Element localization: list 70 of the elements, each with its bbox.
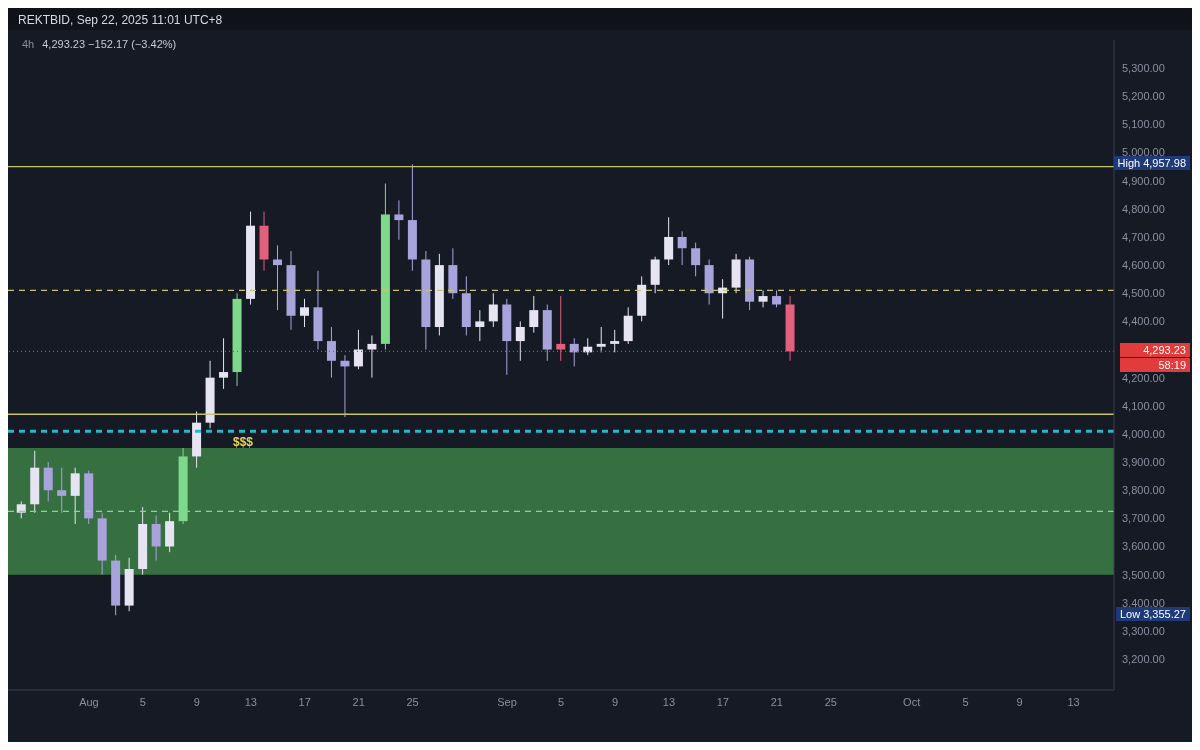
y-tick-label: 3,300.00 bbox=[1122, 624, 1165, 637]
x-tick-label: 9 bbox=[193, 695, 200, 708]
candlestick bbox=[529, 295, 539, 334]
y-tick-label: 4,000.00 bbox=[1122, 427, 1165, 440]
candlestick bbox=[664, 216, 674, 266]
candlestick bbox=[569, 337, 579, 367]
candlestick bbox=[219, 337, 229, 390]
x-tick-label: 17 bbox=[716, 695, 729, 708]
y-tick-label: 3,900.00 bbox=[1122, 455, 1165, 468]
x-tick-label: Oct bbox=[903, 695, 921, 708]
text: 4,293.23 bbox=[1120, 343, 1190, 358]
x-tick-label: 5 bbox=[139, 695, 146, 708]
chart-subtitle: 4,293.23 −152.17 (−3.42%) bbox=[42, 38, 177, 50]
y-tick-label: 4,800.00 bbox=[1122, 202, 1165, 215]
candlestick bbox=[394, 199, 404, 241]
x-tick-label: 9 bbox=[611, 695, 619, 708]
y-tick-label: 3,200.00 bbox=[1122, 652, 1165, 665]
x-tick-label: 13 bbox=[244, 695, 257, 708]
x-tick-label: 5 bbox=[557, 695, 565, 708]
y-tick-label: 5,200.00 bbox=[1122, 90, 1165, 103]
chart-title: 4h bbox=[22, 38, 35, 50]
x-tick-label: 25 bbox=[824, 695, 837, 708]
x-tick-label: Sep bbox=[497, 695, 517, 708]
x-tick-label: 25 bbox=[406, 695, 419, 708]
candlestick bbox=[758, 289, 768, 308]
candlestick bbox=[515, 320, 525, 362]
candlestick bbox=[43, 461, 53, 502]
candlestick bbox=[57, 467, 67, 514]
candlestick bbox=[353, 329, 363, 370]
candlestick bbox=[151, 515, 161, 562]
y-tick-label: 3,600.00 bbox=[1122, 540, 1165, 553]
text: High 4,957.98 bbox=[1113, 156, 1190, 171]
candlestick bbox=[299, 298, 309, 328]
candlestick bbox=[610, 329, 620, 353]
candlestick bbox=[691, 242, 701, 277]
y-tick-label: 5,100.00 bbox=[1122, 118, 1165, 131]
y-tick-label: 4,200.00 bbox=[1122, 371, 1165, 384]
text: 58:19 bbox=[1120, 358, 1190, 373]
candlestick bbox=[475, 309, 485, 342]
candlestick bbox=[596, 326, 606, 353]
text: Low 3,355.27 bbox=[1115, 607, 1190, 622]
y-tick-label: 3,800.00 bbox=[1122, 484, 1165, 497]
y-tick-label: 3,700.00 bbox=[1122, 512, 1165, 525]
x-tick-label: 9 bbox=[1016, 695, 1023, 708]
y-tick-label: 4,600.00 bbox=[1122, 259, 1165, 272]
x-tick-label: 13 bbox=[1067, 695, 1080, 708]
y-tick-label: 3,400.00 bbox=[1122, 596, 1165, 609]
y-tick-label: 4,500.00 bbox=[1122, 287, 1165, 300]
x-tick-label: 17 bbox=[298, 695, 311, 708]
y-tick-label: 4,900.00 bbox=[1122, 174, 1165, 187]
x-tick-label: 13 bbox=[662, 695, 676, 708]
y-tick-label: 5,300.00 bbox=[1122, 62, 1165, 75]
candlestick bbox=[367, 334, 377, 379]
ref-line-label: $$$ bbox=[233, 435, 254, 450]
text: REKTBID, Sep 22, 2025 11:01 UTC+8 bbox=[18, 13, 223, 27]
candlestick bbox=[326, 326, 336, 379]
candlestick bbox=[488, 292, 498, 328]
x-tick-label: 5 bbox=[962, 695, 969, 708]
candlestick bbox=[677, 230, 687, 266]
candlestick bbox=[70, 467, 80, 525]
y-tick-label: 5,000.00 bbox=[1122, 146, 1165, 159]
y-tick-label: 4,100.00 bbox=[1122, 399, 1165, 412]
candlestick bbox=[556, 295, 566, 362]
y-tick-label: 4,400.00 bbox=[1122, 315, 1165, 328]
y-tick-label: 4,700.00 bbox=[1122, 230, 1165, 243]
x-tick-label: 21 bbox=[352, 695, 365, 708]
x-tick-label: 21 bbox=[770, 695, 783, 708]
candlestick bbox=[273, 244, 283, 311]
x-tick-label: Aug bbox=[79, 695, 99, 708]
y-tick-label: 3,500.00 bbox=[1122, 568, 1165, 581]
